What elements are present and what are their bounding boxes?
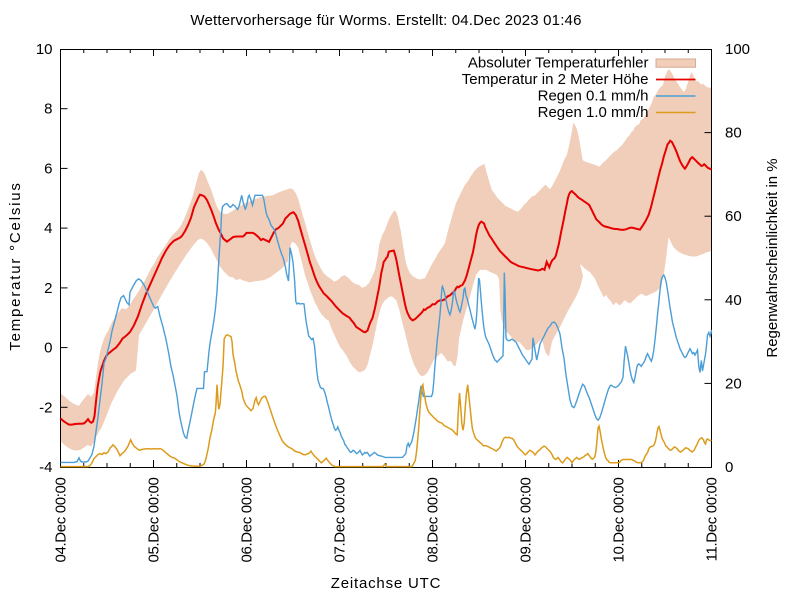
svg-text:20: 20	[725, 375, 742, 392]
svg-text:Zeitachse UTC: Zeitachse UTC	[331, 575, 441, 592]
svg-text:60: 60	[725, 208, 742, 225]
svg-text:-2: -2	[39, 399, 52, 416]
svg-text:Temperatur in 2 Meter Höhe: Temperatur in 2 Meter Höhe	[462, 71, 649, 88]
svg-text:2: 2	[44, 280, 52, 297]
svg-text:Regen 1.0 mm/h: Regen 1.0 mm/h	[538, 104, 649, 121]
svg-text:0: 0	[44, 340, 52, 357]
svg-text:8: 8	[44, 101, 52, 118]
svg-text:100: 100	[725, 41, 750, 58]
svg-text:Absoluter Temperaturfehler: Absoluter Temperaturfehler	[468, 55, 649, 72]
svg-text:10: 10	[36, 41, 53, 58]
svg-text:11.Dec 00:00: 11.Dec 00:00	[704, 477, 721, 561]
svg-text:Temperatur °Celsius: Temperatur °Celsius	[7, 181, 24, 350]
svg-text:10.Dec 00:00: 10.Dec 00:00	[611, 477, 628, 562]
svg-text:07.Dec 00:00: 07.Dec 00:00	[332, 477, 349, 562]
svg-text:Regen 0.1 mm/h: Regen 0.1 mm/h	[538, 88, 649, 105]
svg-text:6: 6	[44, 160, 52, 177]
svg-text:Regenwahrscheinlichkeit in %: Regenwahrscheinlichkeit in %	[764, 158, 781, 357]
svg-text:-4: -4	[39, 459, 52, 476]
svg-text:80: 80	[725, 125, 742, 142]
svg-text:08.Dec 00:00: 08.Dec 00:00	[425, 477, 442, 562]
svg-text:Wettervorhersage für Worms. Er: Wettervorhersage für Worms. Erstellt: 04…	[190, 12, 581, 29]
svg-text:09.Dec 00:00: 09.Dec 00:00	[518, 477, 535, 562]
svg-text:4: 4	[44, 220, 52, 237]
svg-text:06.Dec 00:00: 06.Dec 00:00	[239, 477, 256, 562]
svg-text:40: 40	[725, 292, 742, 309]
svg-text:05.Dec 00:00: 05.Dec 00:00	[146, 477, 163, 562]
svg-text:0: 0	[725, 459, 733, 476]
svg-text:04.Dec 00:00: 04.Dec 00:00	[53, 477, 70, 562]
